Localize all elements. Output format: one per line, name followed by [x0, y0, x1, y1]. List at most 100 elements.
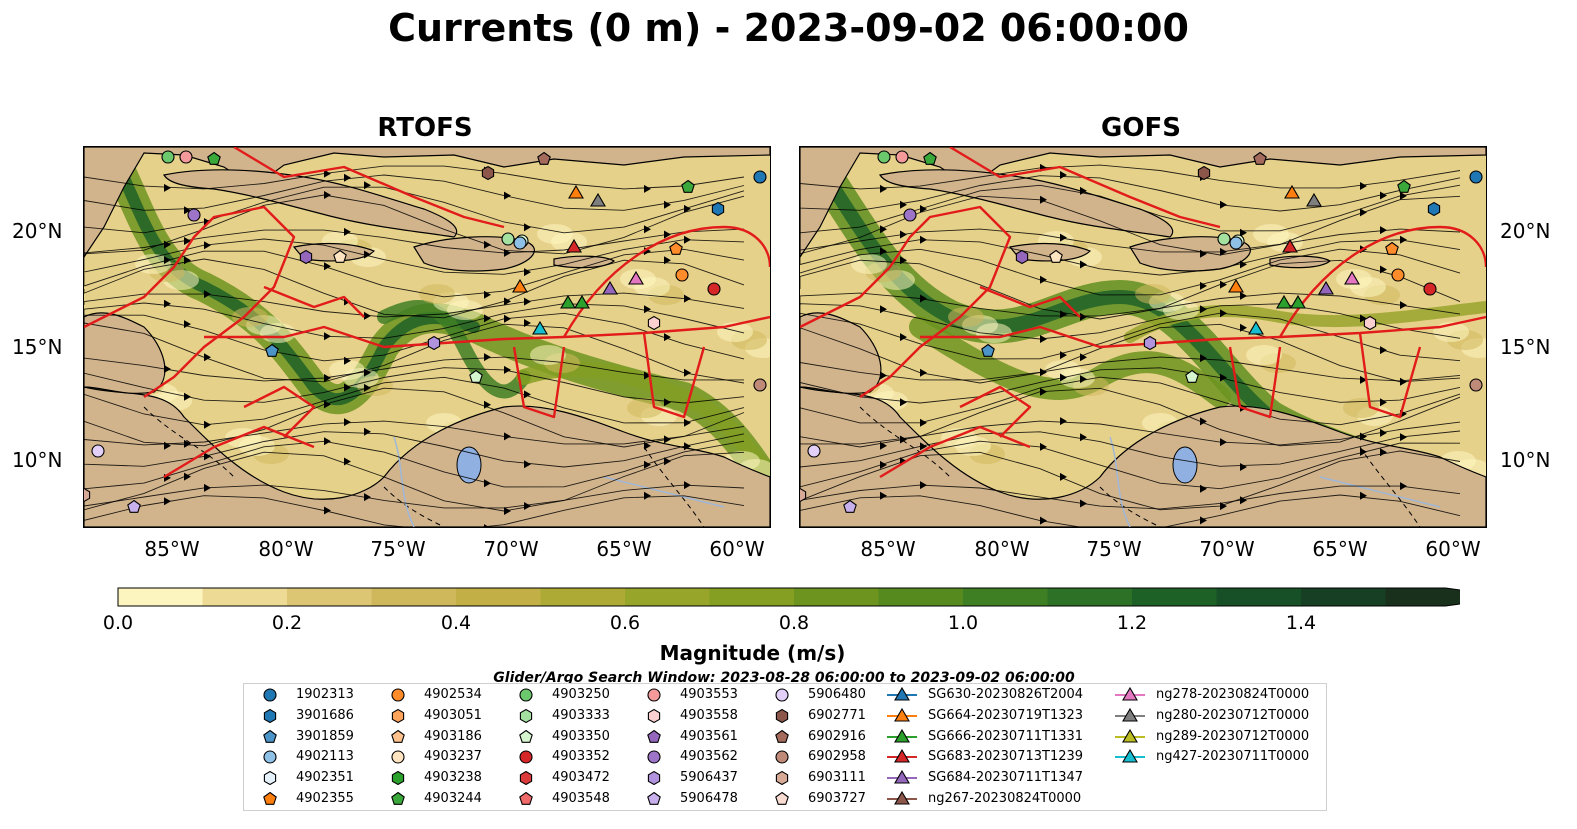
legend-marker [877, 150, 891, 164]
streamline-arrow [1220, 502, 1227, 511]
streamline-arrow [164, 497, 171, 506]
streamline-arrow [1240, 463, 1247, 471]
legend-label: 5906480 [808, 687, 866, 702]
legend-marker [127, 499, 141, 513]
legend-marker [775, 688, 789, 702]
streamline-arrow [504, 191, 511, 200]
streamline-arrow [204, 290, 211, 299]
streamline-arrow [920, 418, 927, 427]
landmass [800, 386, 1486, 527]
glider-marker [1344, 270, 1360, 285]
legend-marker [187, 208, 201, 222]
legend-label: 5906478 [680, 791, 738, 806]
streamline-arrow [664, 435, 671, 444]
streamline-arrow [920, 442, 927, 451]
lat-tick-label-right: 10°N [1500, 448, 1551, 472]
streamline [84, 376, 745, 426]
streamline-arrow [900, 333, 907, 342]
legend-marker [91, 444, 105, 458]
glider-marker [568, 184, 584, 199]
streamline-arrow [184, 439, 191, 448]
legend-marker [391, 771, 405, 786]
legend-marker [894, 686, 910, 701]
streamline-arrow [880, 225, 887, 234]
landmass [413, 236, 535, 272]
streamline [800, 184, 1461, 234]
legend-marker [647, 708, 661, 723]
streamline-arrow [1240, 228, 1247, 237]
streamline-arrow [664, 398, 671, 407]
legend-marker [647, 315, 661, 331]
region-boundary [800, 205, 1012, 398]
streamline [84, 387, 745, 448]
colorbar-segment [202, 588, 288, 606]
magnitude-patch [1253, 224, 1289, 244]
legend-marker [1122, 749, 1138, 763]
streamline [84, 431, 745, 468]
lon-tick-label: 70°W [483, 537, 539, 561]
legend-marker [1397, 179, 1411, 193]
legend-marker [1385, 241, 1399, 255]
streamline [84, 484, 745, 509]
lon-tick-label: 70°W [1199, 537, 1255, 561]
streamline-arrow [324, 506, 331, 515]
colorbar [117, 587, 1460, 607]
legend-marker [775, 708, 789, 723]
region-boundary [949, 147, 1221, 229]
panel-title-gofs: GOFS [1101, 113, 1181, 143]
colorbar-segment [794, 588, 879, 606]
streamline [800, 175, 1461, 212]
streamline-arrow [1400, 235, 1407, 244]
legend-label: ng267-20230824T0000 [928, 791, 1082, 806]
magnitude-patch [537, 224, 573, 244]
streamline-arrow [324, 400, 331, 409]
legend-label: SG683-20230713T1239 [928, 749, 1084, 765]
river [393, 436, 725, 527]
colorbar-extend-arrow [1385, 588, 1460, 606]
legend-marker [161, 150, 175, 164]
streamline-arrow [644, 371, 651, 380]
streamline-arrow [1360, 182, 1367, 190]
streamline-arrow [1200, 516, 1207, 525]
colorbar-tick-label: 1.0 [947, 612, 979, 634]
magnitude-patch [948, 307, 984, 327]
streamline-arrow [1080, 353, 1087, 362]
streamline-arrow [504, 432, 511, 441]
streamline-arrow [920, 235, 927, 244]
legend-label: 4903051 [424, 707, 482, 723]
region-boundary [1278, 225, 1486, 338]
streamline [800, 420, 1461, 446]
streamline-arrow [1060, 373, 1067, 382]
streamline-arrow [344, 227, 351, 236]
streamline-arrow [684, 294, 691, 303]
streamline-arrow [1380, 265, 1387, 274]
legend-marker [1197, 165, 1211, 181]
streamline-arrow [484, 400, 491, 409]
legend-label: 4903186 [424, 728, 482, 744]
legend-label: 3901859 [296, 728, 354, 744]
map-rtofs[interactable] [83, 146, 771, 528]
map-gofs[interactable] [799, 146, 1487, 528]
streamline-arrow [504, 248, 511, 257]
streamline [800, 430, 1461, 468]
streamline-arrow [364, 181, 371, 190]
region-boundary [959, 385, 1032, 438]
legend-label: 4903238 [424, 770, 482, 786]
streamline-arrow [484, 524, 490, 527]
legend-label: 4903553 [680, 687, 738, 702]
landmass [292, 242, 376, 262]
legend-label: SG684-20230711T1347 [928, 770, 1084, 786]
glider-marker [628, 270, 644, 285]
streamline-arrow [1240, 323, 1247, 332]
streamline [800, 484, 1461, 510]
legend-marker [481, 165, 495, 181]
streamline-arrow [1360, 447, 1367, 456]
magnitude-patch [329, 360, 365, 380]
legend-marker [1469, 170, 1483, 184]
streamline [800, 164, 1461, 190]
colorbar-label: Magnitude (m/s) [659, 641, 846, 665]
streamline [84, 194, 745, 255]
legend-label: SG666-20230711T1331 [928, 728, 1084, 744]
legend-marker [391, 688, 405, 702]
legend-marker [981, 343, 995, 357]
